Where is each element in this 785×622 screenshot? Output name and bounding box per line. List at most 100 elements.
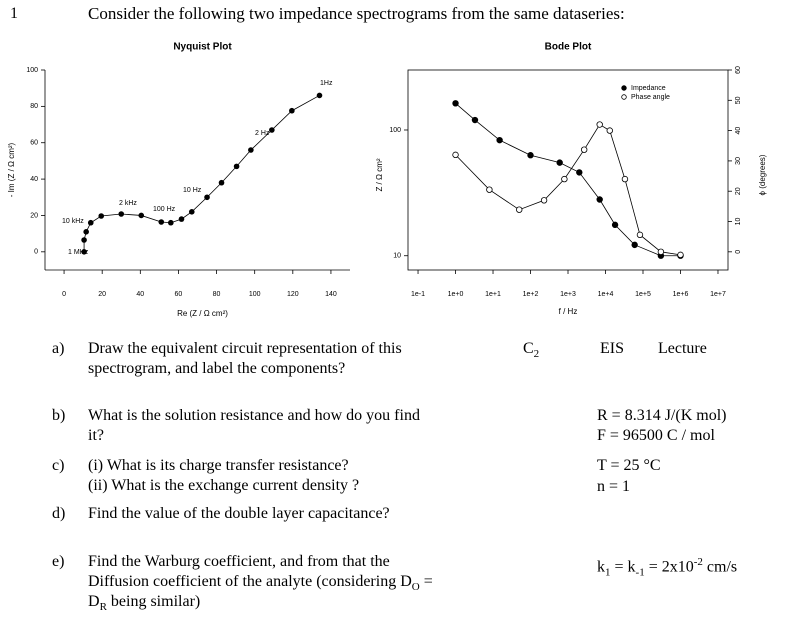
text-line: T = 25 °C — [597, 456, 661, 476]
text: (i) What is its charge transfer resistan… — [88, 457, 349, 474]
text: EIS — [600, 340, 624, 357]
text: T = 25 °C — [597, 457, 661, 474]
x-axis-label: Re (Z / Ω cm²) — [177, 309, 228, 318]
data-point — [540, 197, 548, 204]
data-point — [486, 186, 493, 193]
question-label: a) — [52, 340, 65, 357]
data-point — [204, 194, 210, 201]
data-point — [516, 206, 523, 213]
data-point — [621, 175, 629, 183]
text: = 2x10 — [644, 558, 694, 576]
data-point — [636, 231, 644, 239]
x-tick-label: 1e+2 — [523, 291, 539, 298]
x-tick-label: 40 — [136, 291, 144, 298]
data-point — [580, 146, 588, 153]
y-tick-label: 80 — [30, 103, 38, 110]
text: Find the Warburg coefficient, and from t… — [88, 553, 390, 570]
data-point — [556, 159, 563, 166]
data-point — [527, 152, 534, 159]
data-point — [168, 219, 174, 226]
data-point — [118, 211, 125, 217]
text: Draw the equivalent circuit representati… — [88, 340, 402, 357]
subscript: O — [411, 581, 420, 594]
x-tick-label: 60 — [175, 291, 183, 298]
x-tick-label: 100 — [249, 291, 261, 298]
annotation: 2 Hz — [255, 130, 270, 137]
data-point — [248, 147, 254, 153]
chart-title: Bode Plot — [545, 42, 592, 53]
data-point — [269, 127, 275, 133]
data-line — [455, 123, 681, 256]
x-tick-label: 80 — [213, 291, 221, 298]
text: Find the value of the double layer capac… — [88, 505, 390, 522]
data-point — [81, 249, 87, 255]
y-tick-label: 40 — [30, 176, 38, 183]
data-point — [576, 169, 583, 176]
text-line: Draw the equivalent circuit representati… — [88, 339, 402, 359]
text: What is the solution resistance and how … — [88, 407, 420, 424]
data-point — [596, 196, 603, 203]
text-line: Find the Warburg coefficient, and from t… — [88, 552, 390, 572]
subscript: 2 — [533, 348, 540, 361]
data-point — [138, 212, 145, 219]
text-line: EIS — [600, 339, 624, 359]
annotation: 2 kHz — [119, 200, 137, 207]
text: Lecture — [658, 340, 707, 357]
y2-tick-label: 20 — [735, 187, 742, 195]
y2-tick-label: 50 — [735, 96, 742, 104]
x-tick-label: 1e-1 — [411, 291, 425, 298]
text-line: Find the value of the double layer capac… — [88, 504, 390, 524]
text-line: n = 1 — [597, 477, 630, 497]
y-axis-label: - Im (Z / Ω cm²) — [7, 142, 16, 197]
data-point — [87, 219, 94, 226]
y-tick-label: 100 — [26, 67, 38, 74]
text: spectrogram, and label the components? — [88, 360, 346, 377]
question-label: d) — [52, 505, 66, 522]
x-tick-label: 0 — [62, 291, 66, 298]
x-tick-label: 1e+1 — [485, 291, 501, 298]
data-point — [83, 229, 89, 235]
data-point — [218, 179, 225, 186]
question-label: b) — [52, 407, 66, 424]
data-point — [677, 251, 684, 259]
data-point — [289, 107, 295, 114]
x-tick-label: 1e+4 — [598, 291, 614, 298]
x-tick-label: 1e+0 — [448, 291, 464, 298]
x-tick-label: 20 — [98, 291, 106, 298]
x-tick-label: 1e+7 — [710, 291, 726, 298]
data-point — [611, 221, 619, 229]
superscript: -2 — [693, 556, 703, 568]
chart-title: Nyquist Plot — [173, 42, 232, 53]
annotation: 100 Hz — [153, 206, 176, 213]
data-point — [657, 248, 665, 256]
data-point — [178, 216, 185, 222]
data-point — [81, 237, 87, 243]
y-axis-label: Z / Ω cm² — [375, 158, 384, 191]
text: n = 1 — [597, 478, 631, 495]
plot-frame — [407, 69, 729, 271]
x-tick-label: 1e+5 — [635, 291, 651, 298]
text-line: Lecture — [658, 339, 707, 359]
data-point — [98, 213, 105, 219]
legend-label: Phase angle — [631, 94, 670, 101]
data-point — [316, 92, 323, 99]
y2-tick-label: 0 — [735, 250, 742, 254]
y-tick-label: 0 — [34, 249, 38, 256]
data-line — [83, 95, 320, 252]
annotation: 10 kHz — [62, 218, 84, 225]
data-point — [596, 121, 603, 128]
text-line: k1 = k-1 = 2x10-2 cm/s — [597, 552, 737, 583]
data-point — [496, 136, 503, 144]
text-line: R = 8.314 J/(K mol) — [597, 406, 726, 426]
legend-label: Impedance — [631, 85, 666, 92]
data-point — [452, 151, 459, 159]
data-point — [452, 100, 459, 107]
legend-marker — [621, 94, 627, 100]
text: being similar) — [106, 593, 201, 610]
annotation: 10 Hz — [183, 187, 202, 194]
data-line — [455, 103, 681, 257]
text-line: F = 96500 C / mol — [597, 426, 715, 446]
subscript: 1 — [605, 566, 611, 579]
